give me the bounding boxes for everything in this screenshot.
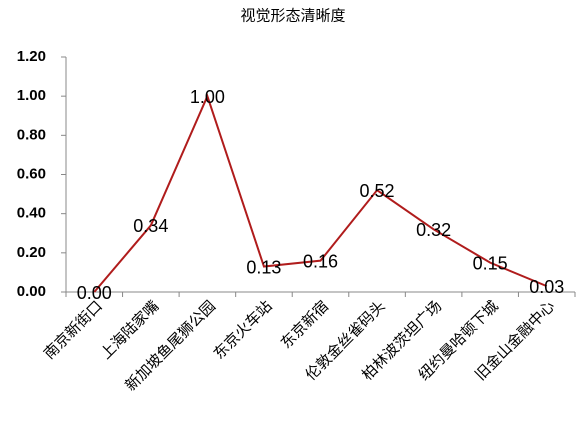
data-label: 1.00 bbox=[190, 87, 225, 107]
y-tick-label: 1.20 bbox=[17, 48, 46, 65]
y-tick-label: 0.00 bbox=[17, 283, 46, 300]
x-tick-label: 东京火车站 bbox=[210, 297, 276, 363]
chart-title: 视觉形态清晰度 bbox=[240, 7, 345, 25]
data-label: 0.34 bbox=[133, 216, 168, 236]
line bbox=[93, 93, 548, 293]
data-label: 0.16 bbox=[303, 251, 338, 271]
y-tick-label: 0.80 bbox=[17, 126, 46, 143]
y-tick-label: 0.60 bbox=[17, 165, 46, 182]
data-label: 0.52 bbox=[360, 181, 395, 201]
y-tick-label: 1.00 bbox=[17, 87, 46, 104]
y-tick-label: 0.20 bbox=[17, 244, 46, 261]
data-label: 0.15 bbox=[473, 253, 508, 273]
data-label: 0.00 bbox=[77, 283, 112, 303]
x-tick-label: 东京新宿 bbox=[277, 297, 332, 352]
data-label: 0.13 bbox=[246, 257, 281, 277]
y-tick-label: 0.40 bbox=[17, 205, 46, 222]
data-label: 0.03 bbox=[529, 277, 564, 297]
data-label: 0.32 bbox=[416, 220, 451, 240]
x-tick-label: 南京新街口 bbox=[40, 297, 106, 363]
